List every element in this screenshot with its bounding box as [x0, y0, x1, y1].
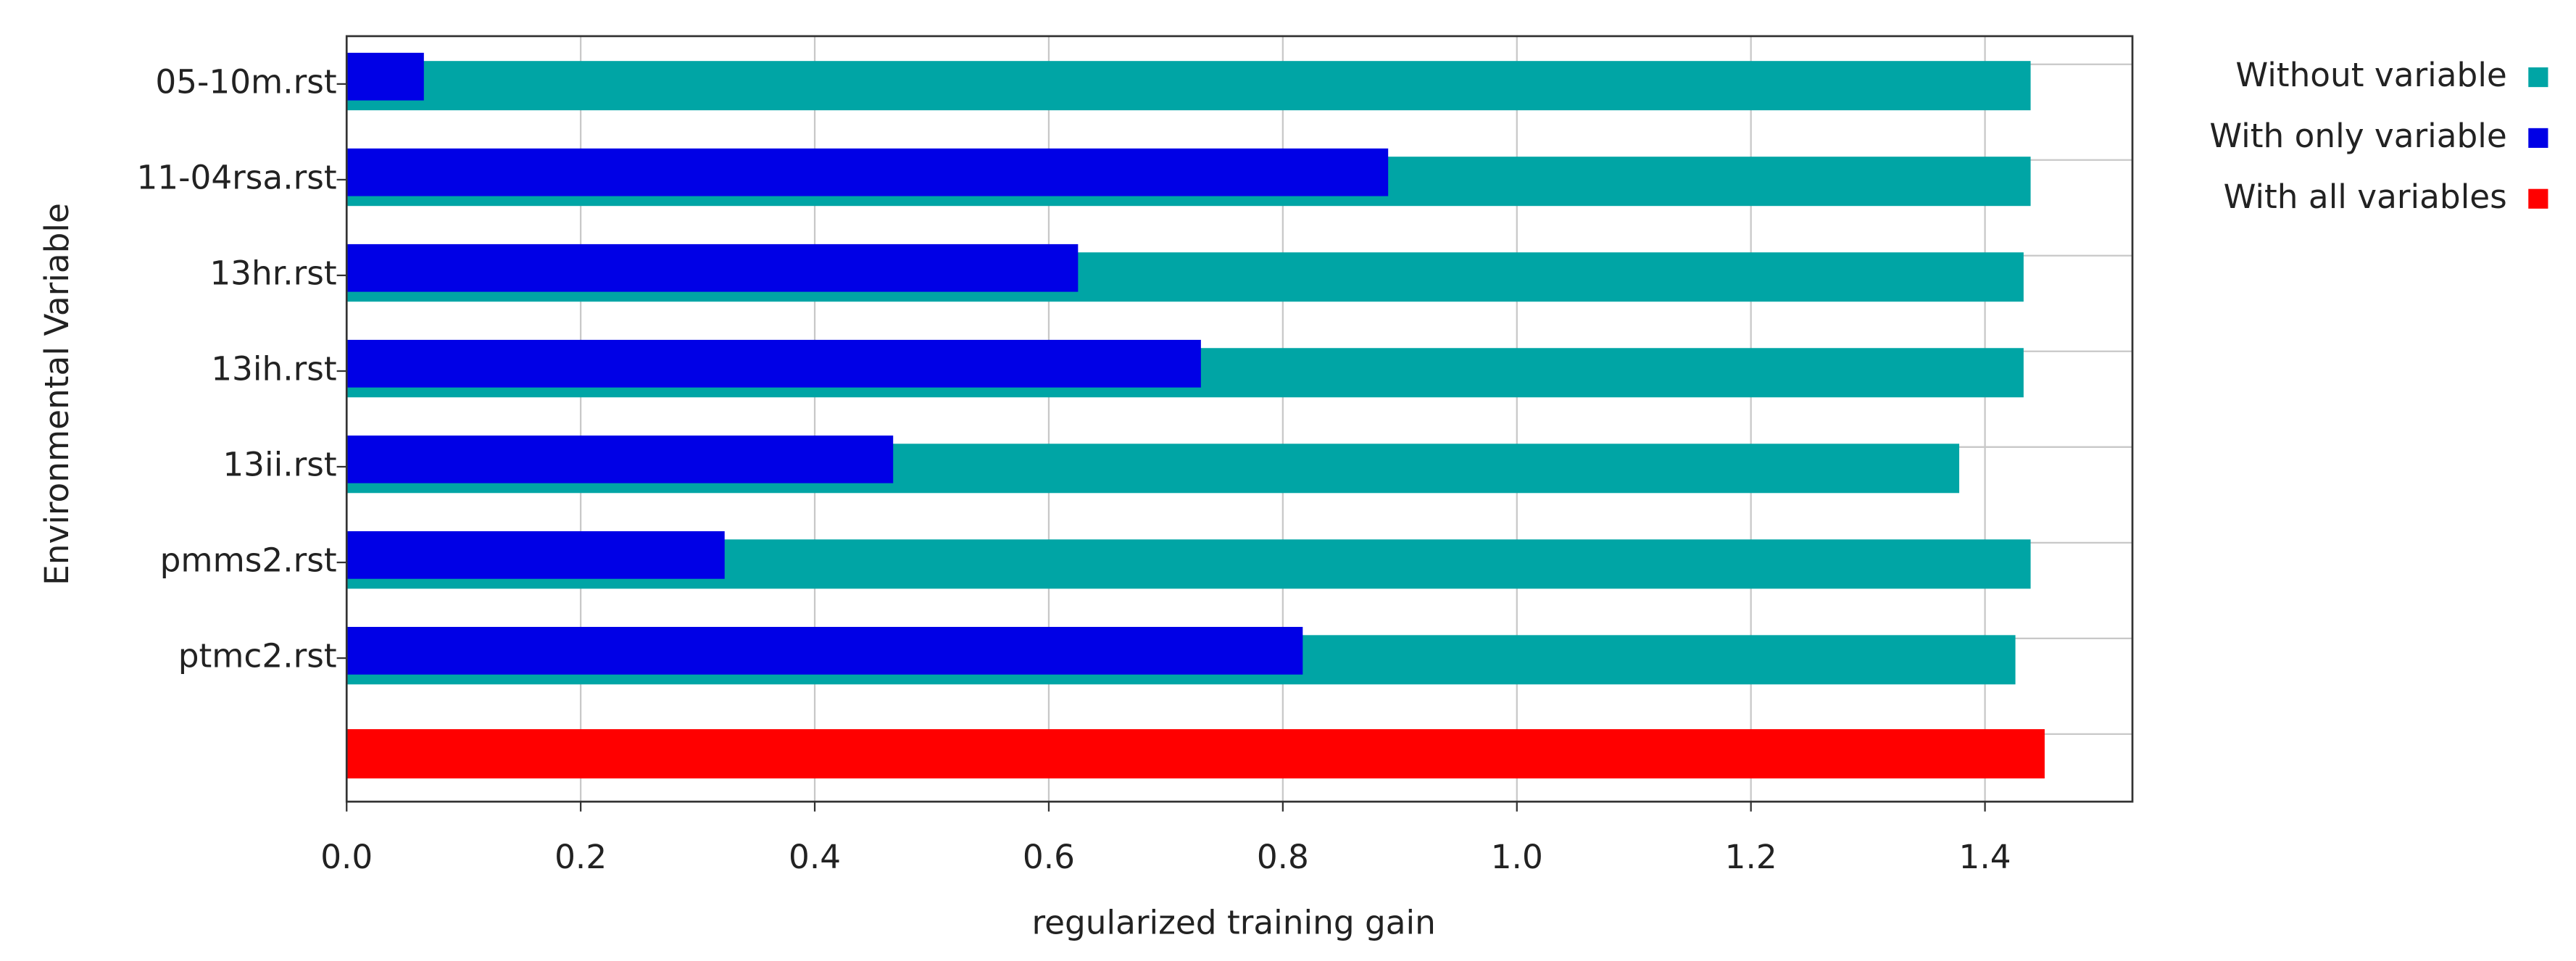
y-tick-label: pmms2.rst — [160, 541, 337, 580]
bar — [346, 52, 424, 101]
legend-swatch — [2528, 188, 2548, 209]
y-tick-label: 05-10m.rst — [155, 62, 336, 101]
legend-swatch — [2528, 67, 2548, 88]
x-tick-label: 0.8 — [1257, 838, 1309, 876]
bar — [346, 61, 2031, 111]
x-tick-label: 0.4 — [789, 838, 841, 876]
legend-label: Without variable — [2235, 56, 2506, 94]
x-axis-label: regularized training gain — [1032, 904, 1436, 942]
y-tick-label: 13ii.rst — [223, 446, 336, 484]
x-tick-label: 1.4 — [1959, 838, 2011, 876]
legend-swatch — [2528, 128, 2548, 149]
x-tick-label: 0.6 — [1023, 838, 1075, 876]
y-tick-label: 13ih.rst — [211, 349, 336, 388]
bar — [346, 148, 1389, 196]
bar — [346, 244, 1079, 292]
legend-label: With all variables — [2224, 178, 2507, 216]
x-tick-label: 0.0 — [320, 838, 373, 876]
bar — [346, 531, 725, 579]
x-tick-label: 0.2 — [554, 838, 607, 876]
bar — [346, 435, 894, 483]
x-tick-label: 1.0 — [1491, 838, 1543, 876]
y-axis-label: Environmental Variable — [38, 203, 76, 586]
bar — [346, 627, 1303, 675]
y-tick-label: ptmc2.rst — [178, 637, 337, 675]
bar — [346, 729, 2045, 779]
bar — [346, 339, 1201, 388]
y-tick-label: 11-04rsa.rst — [136, 158, 336, 196]
plot-frame — [345, 35, 2134, 803]
legend-label: With only variable — [2209, 117, 2506, 155]
x-tick-label: 1.2 — [1725, 838, 1777, 876]
y-tick-label: 13hr.rst — [209, 254, 336, 292]
